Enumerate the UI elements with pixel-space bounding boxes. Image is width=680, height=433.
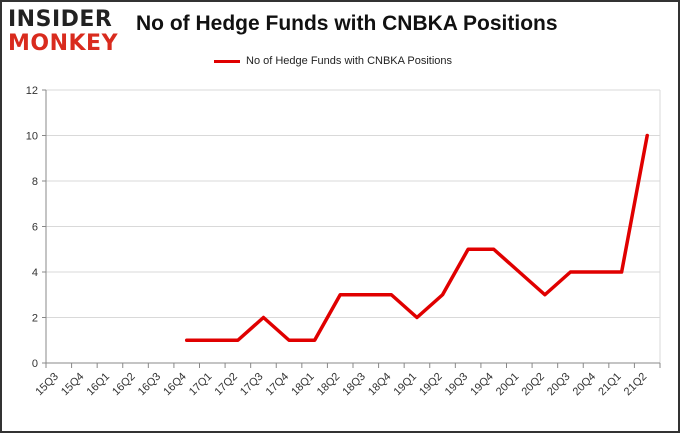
x-tick-label-20Q4: 20Q4 bbox=[571, 371, 599, 399]
data-point-17Q2 bbox=[236, 339, 240, 342]
grid-layer bbox=[46, 89, 660, 364]
x-tick-label-15Q3: 15Q3 bbox=[33, 371, 61, 399]
x-tick-label-16Q1: 16Q1 bbox=[85, 371, 113, 399]
x-tick-label-18Q1: 18Q1 bbox=[289, 371, 317, 399]
data-point-18Q3 bbox=[364, 293, 367, 296]
data-point-19Q1 bbox=[415, 316, 419, 319]
series-line-0 bbox=[184, 133, 649, 342]
x-tick-label-19Q1: 19Q1 bbox=[392, 371, 420, 399]
axis-layer bbox=[42, 89, 661, 368]
data-point-19Q4 bbox=[492, 248, 495, 251]
data-point-17Q3 bbox=[262, 316, 265, 319]
data-point-18Q4 bbox=[390, 293, 393, 296]
data-point-17Q4 bbox=[287, 339, 291, 342]
x-tick-label-20Q3: 20Q3 bbox=[545, 371, 573, 399]
chart-legend: No of Hedge Funds with CNBKA Positions bbox=[214, 55, 452, 67]
y-tick-label-8: 8 bbox=[32, 176, 38, 188]
x-tick-label-19Q3: 19Q3 bbox=[443, 371, 471, 399]
logo-line-1: INSIDER bbox=[8, 7, 113, 32]
legend-swatch bbox=[214, 59, 240, 63]
x-tick-label-16Q3: 16Q3 bbox=[136, 371, 164, 399]
x-tick-label-17Q2: 17Q2 bbox=[212, 371, 240, 399]
logo-line-2: MONKEY bbox=[8, 31, 119, 56]
legend-label: No of Hedge Funds with CNBKA Positions bbox=[246, 55, 453, 67]
label-layer: 02468101215Q315Q416Q116Q216Q316Q417Q117Q… bbox=[26, 85, 650, 398]
data-point-20Q1 bbox=[518, 270, 521, 274]
y-tick-label-0: 0 bbox=[32, 358, 38, 370]
data-point-17Q1 bbox=[211, 339, 214, 342]
x-tick-label-18Q3: 18Q3 bbox=[340, 371, 368, 399]
data-point-19Q3 bbox=[466, 248, 470, 251]
y-tick-label-2: 2 bbox=[32, 313, 38, 325]
x-tick-label-17Q1: 17Q1 bbox=[187, 371, 215, 399]
x-tick-label-21Q1: 21Q1 bbox=[596, 371, 624, 399]
data-point-20Q3 bbox=[569, 270, 572, 274]
data-point-18Q1 bbox=[313, 339, 316, 342]
x-tick-label-19Q4: 19Q4 bbox=[468, 371, 496, 399]
x-tick-label-15Q4: 15Q4 bbox=[59, 371, 87, 399]
x-tick-label-17Q3: 17Q3 bbox=[238, 371, 266, 399]
y-tick-label-10: 10 bbox=[26, 131, 38, 143]
x-tick-label-18Q4: 18Q4 bbox=[366, 371, 394, 399]
data-point-16Q4 bbox=[185, 339, 188, 342]
insider-monkey-logo: INSIDER MONKEY bbox=[8, 8, 118, 56]
series-layer bbox=[184, 133, 649, 342]
y-tick-label-4: 4 bbox=[32, 267, 38, 279]
data-point-19Q2 bbox=[441, 293, 444, 296]
y-tick-label-6: 6 bbox=[32, 222, 38, 234]
data-point-20Q2 bbox=[543, 293, 547, 296]
x-tick-label-16Q4: 16Q4 bbox=[161, 371, 189, 399]
y-tick-label-12: 12 bbox=[26, 85, 38, 97]
x-tick-label-19Q2: 19Q2 bbox=[417, 371, 445, 399]
x-tick-label-20Q2: 20Q2 bbox=[519, 371, 547, 399]
x-tick-label-20Q1: 20Q1 bbox=[494, 371, 522, 399]
data-point-21Q1 bbox=[620, 270, 623, 274]
x-tick-label-21Q2: 21Q2 bbox=[622, 371, 650, 399]
x-tick-label-17Q4: 17Q4 bbox=[264, 371, 292, 399]
data-point-18Q2 bbox=[339, 293, 342, 296]
chart-title: No of Hedge Funds with CNBKA Positions bbox=[136, 12, 558, 35]
x-tick-label-18Q2: 18Q2 bbox=[315, 371, 343, 399]
data-point-20Q4 bbox=[594, 270, 598, 274]
data-point-21Q2 bbox=[646, 134, 649, 137]
x-tick-label-16Q2: 16Q2 bbox=[110, 371, 138, 399]
